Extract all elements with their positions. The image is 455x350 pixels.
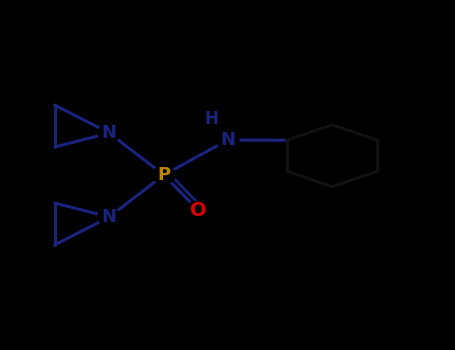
Circle shape xyxy=(152,166,175,184)
Circle shape xyxy=(98,124,121,142)
Circle shape xyxy=(98,208,121,226)
Text: N: N xyxy=(220,131,235,149)
Text: N: N xyxy=(102,208,116,226)
Text: N: N xyxy=(102,124,116,142)
Text: H: H xyxy=(205,110,218,128)
Circle shape xyxy=(216,131,239,149)
Text: O: O xyxy=(190,201,206,219)
Text: P: P xyxy=(157,166,170,184)
Circle shape xyxy=(187,201,209,219)
